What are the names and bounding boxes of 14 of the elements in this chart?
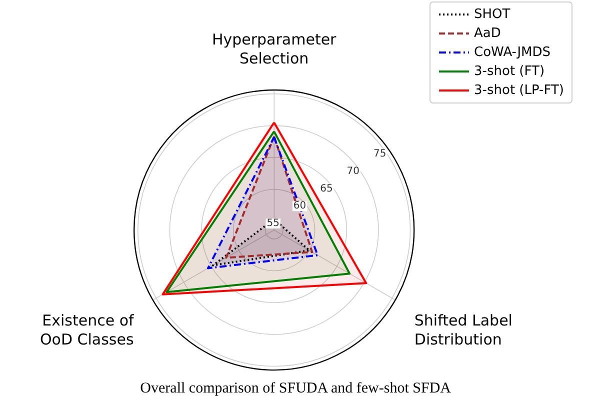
y-tick-label: 65 [320, 183, 333, 194]
legend-label: AaD [474, 26, 501, 41]
y-tick-label: 75 [373, 148, 386, 160]
y-tick-label: 70 [346, 166, 360, 178]
spoke-label: Shifted Label Distribution [414, 312, 512, 349]
spoke-label: Hyperparameter Selection [212, 30, 338, 68]
legend-label: SHOT [474, 7, 510, 22]
legend-label: CoWA-JMDS [474, 45, 551, 60]
legend-label: 3-shot (FT) [474, 64, 545, 79]
y-tick-label: 60 [293, 200, 306, 212]
legend-label: 3-shot (LP-FT) [474, 83, 564, 98]
text: Overall comparison of SFUDA and few-shot SFDA [140, 380, 452, 396]
spoke-label: Existence of OoD Classes [40, 312, 135, 349]
y-tick-label: 55 [266, 218, 280, 230]
